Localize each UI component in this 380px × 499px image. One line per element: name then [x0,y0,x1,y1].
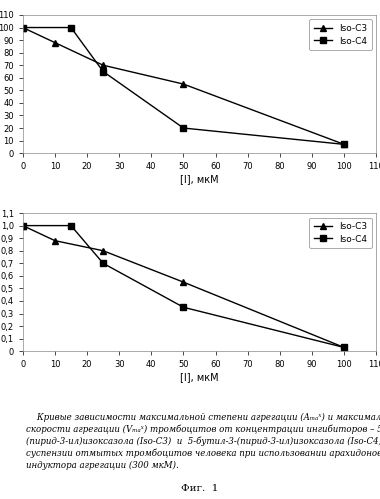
Iso-C4 [21,223,25,229]
Iso-C3 [53,39,57,45]
Iso-C3 [21,223,25,229]
Iso-C4 [101,68,105,74]
Iso-C4 [342,141,346,147]
Iso-C3 [342,344,346,350]
Iso-C3 [101,248,105,253]
Iso-C3 [342,141,346,147]
Iso-C4 [181,304,186,310]
Iso-C3 [21,24,25,30]
Text: Кривые зависимости максимальной степени агрегации (Aₘₐˣ) и максимальной
скорости: Кривые зависимости максимальной степени … [26,413,380,470]
Iso-C4 [342,344,346,350]
Iso-C3 [181,81,186,87]
Legend: Iso-C3, Iso-C4: Iso-C3, Iso-C4 [309,218,372,248]
Legend: Iso-C3, Iso-C4: Iso-C3, Iso-C4 [309,19,372,50]
Text: Фиг.  1: Фиг. 1 [181,484,218,493]
Iso-C4 [69,223,73,229]
Line: Iso-C3: Iso-C3 [20,25,347,147]
Line: Iso-C3: Iso-C3 [20,223,347,350]
Line: Iso-C4: Iso-C4 [20,223,347,350]
Line: Iso-C4: Iso-C4 [20,25,347,147]
Iso-C3 [101,62,105,68]
X-axis label: [I], мкМ: [I], мкМ [180,174,219,184]
Iso-C3 [53,238,57,244]
Iso-C4 [21,24,25,30]
Iso-C4 [101,260,105,266]
Iso-C4 [69,24,73,30]
Iso-C4 [181,125,186,131]
Iso-C3 [181,279,186,285]
X-axis label: [I], мкМ: [I], мкМ [180,372,219,382]
